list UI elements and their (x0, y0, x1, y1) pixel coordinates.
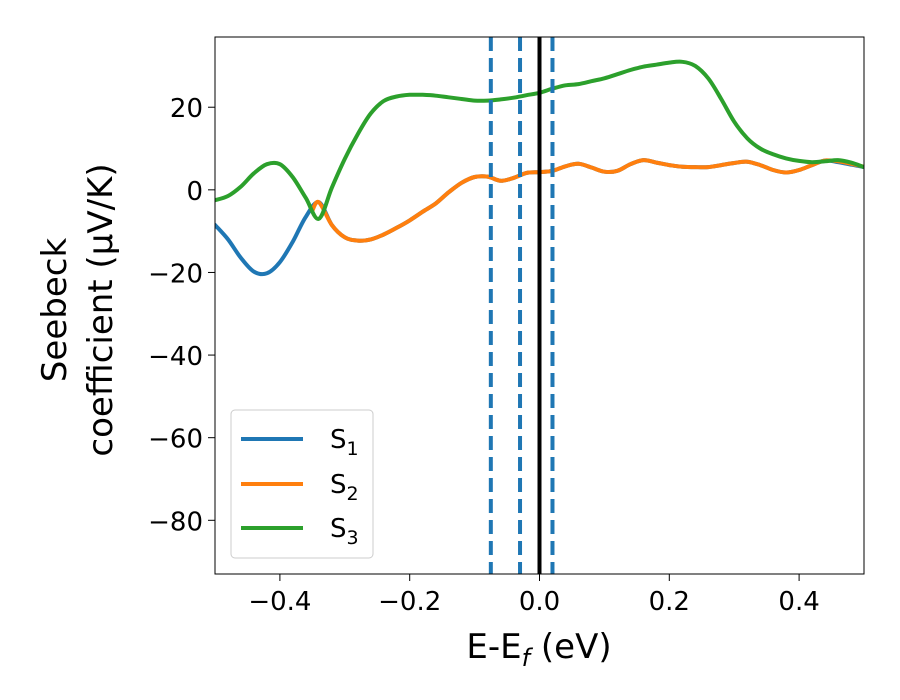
x-tick-label: −0.2 (378, 587, 441, 617)
legend: S1 S2 S3 (230, 409, 374, 559)
y-tick-label: −80 (148, 507, 203, 537)
legend-label-s2: S2 (330, 470, 359, 505)
x-tick-label: −0.4 (248, 587, 311, 617)
y-tick-label: −60 (148, 425, 203, 455)
legend-label-s3-sub: 3 (347, 527, 359, 549)
x-tick-label: 0.2 (649, 587, 690, 617)
legend-label-s1: S1 (330, 425, 359, 460)
x-tick-label: 0.4 (778, 587, 819, 617)
x-axis-label-unit: (eV) (530, 627, 612, 667)
y-tick-label: 0 (186, 177, 203, 207)
y-axis-label: Seebeck coefficient (μV/K) (35, 163, 121, 456)
legend-label-s3-main: S (330, 514, 347, 544)
legend-label-s2-sub: 2 (347, 483, 359, 505)
legend-label-s1-main: S (330, 425, 347, 455)
x-axis-label-main: E-E (466, 627, 521, 667)
y-tick-label: −40 (148, 342, 203, 372)
legend-label-s3: S3 (330, 514, 359, 549)
x-tick-label: 0.0 (519, 587, 560, 617)
legend-label-s1-sub: 1 (347, 438, 359, 460)
x-axis-label: E-Ef (eV) (466, 627, 611, 672)
y-axis-label-line1: Seebeck (35, 238, 75, 383)
y-tick-label: −20 (148, 259, 203, 289)
legend-label-s2-main: S (330, 470, 347, 500)
y-tick-label: 20 (170, 94, 203, 124)
reference-lines (488, 37, 555, 574)
y-axis-label-line2: coefficient (μV/K) (81, 163, 121, 456)
series-line-s2 (310, 158, 864, 243)
x-axis-ticks: −0.4 −0.2 0.0 0.2 0.4 (248, 574, 820, 617)
y-axis-ticks: 20 0 −20 −40 −60 −80 (148, 94, 215, 537)
